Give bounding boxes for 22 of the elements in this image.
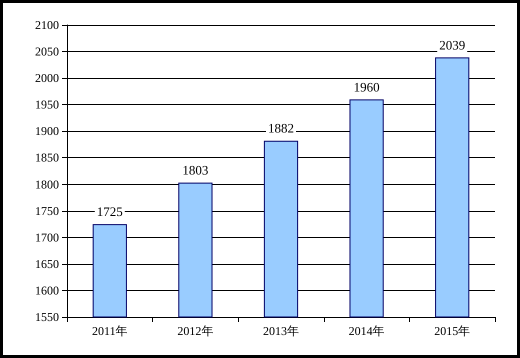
x-tick-label: 2013年 (263, 324, 299, 338)
y-tick-label: 2000 (35, 71, 59, 86)
y-tick-label: 1650 (35, 256, 59, 271)
y-tick-label: 1950 (35, 98, 59, 112)
data-label: 1803 (182, 162, 208, 178)
y-tick-label: 1750 (35, 204, 59, 218)
data-label: 2039 (439, 37, 466, 52)
x-tick-label: 2012年 (177, 324, 214, 338)
y-tick-label: 2050 (35, 44, 59, 59)
data-label: 1725 (96, 204, 123, 220)
x-tick-label: 2014年 (348, 324, 385, 338)
y-tick-label: 1550 (35, 310, 59, 324)
y-tick-label: 1900 (35, 124, 59, 138)
y-tick-label: 1700 (35, 230, 59, 244)
data-label: 1882 (268, 120, 294, 136)
y-tick-label: 1600 (35, 283, 59, 298)
x-tick-label: 2015年 (434, 324, 470, 338)
y-tick-label: 2100 (35, 18, 59, 32)
y-tick-label: 1850 (35, 150, 59, 165)
y-tick-label: 1800 (35, 177, 59, 192)
data-label: 1960 (354, 79, 380, 94)
x-tick-label: 2011年 (92, 324, 128, 338)
